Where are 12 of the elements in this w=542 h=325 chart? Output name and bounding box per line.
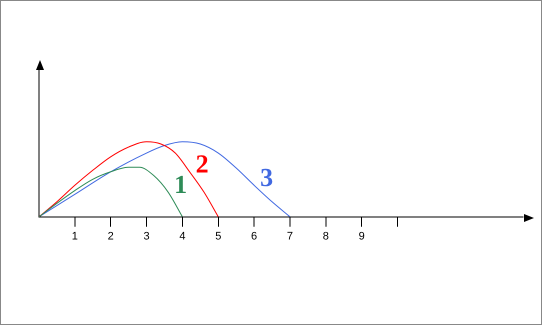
x-tick-label: 8 bbox=[322, 230, 329, 242]
x-tick-label: 2 bbox=[108, 230, 114, 242]
series-label: 2 bbox=[196, 150, 209, 179]
x-tick-label: 1 bbox=[72, 230, 78, 242]
x-tick-label: 5 bbox=[215, 230, 222, 242]
x-tick-label: 3 bbox=[143, 230, 150, 242]
series-label: 1 bbox=[174, 170, 188, 199]
x-tick-label: 9 bbox=[358, 230, 365, 242]
x-tick-label: 4 bbox=[179, 230, 186, 242]
x-tick-label: 6 bbox=[251, 230, 258, 242]
x-tick-label: 7 bbox=[286, 230, 294, 242]
series-label: 3 bbox=[260, 163, 274, 192]
